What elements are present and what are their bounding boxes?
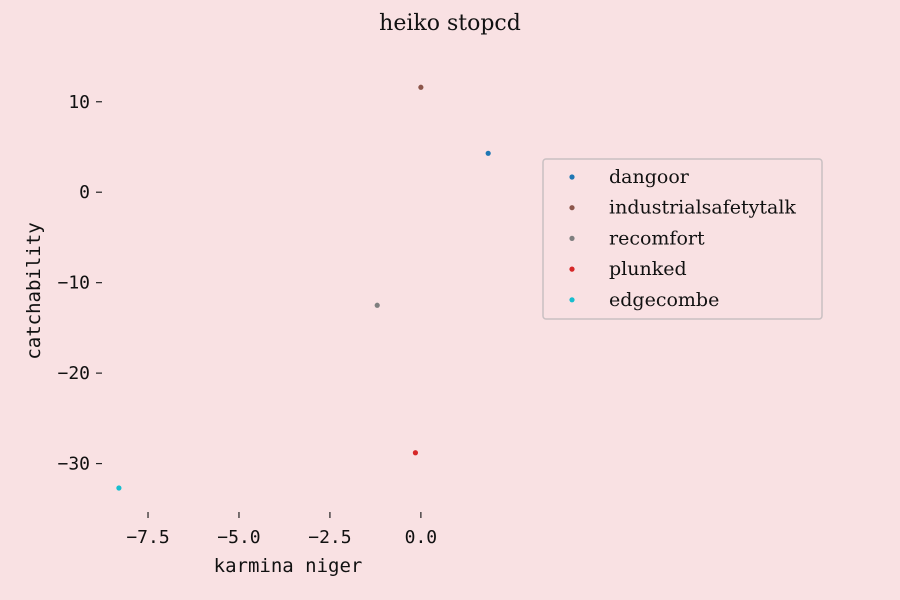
y-axis-label: catchability [23, 222, 45, 359]
x-tick-label: −7.5 [126, 527, 169, 548]
legend: dangoor industrialsafetytalk recomfort plun… [542, 158, 823, 320]
data-point-recomfort [374, 302, 380, 308]
chart-title: heiko stopcd [379, 11, 521, 36]
y-tick-label: −30 [57, 454, 90, 475]
data-point-plunked [412, 450, 419, 456]
y-tick-label: 10 [68, 92, 90, 113]
legend-label-recomfort: recomfort [609, 227, 705, 249]
legend-label-dangoor: dangoor [609, 166, 690, 188]
data-points [116, 84, 491, 491]
y-tick-label: −20 [57, 363, 90, 384]
legend-label-edgecombe: edgecombe [609, 289, 719, 311]
legend-marker-edgecombe [569, 297, 575, 303]
data-point-dangoor [485, 150, 491, 156]
y-axis: 10 0 −10 −20 −30 [57, 92, 102, 475]
legend-marker-plunked [569, 266, 575, 272]
y-tick-label: −10 [57, 273, 90, 294]
legend-box [542, 158, 823, 320]
x-tick-label: 0.0 [405, 527, 438, 548]
data-point-industrialsafetytalk [418, 84, 424, 90]
legend-marker-recomfort [569, 235, 575, 241]
legend-marker-dangoor [569, 174, 575, 180]
legend-label-plunked: plunked [609, 258, 687, 280]
x-axis: −7.5 −5.0 −2.5 0.0 [126, 512, 437, 548]
x-tick-label: −5.0 [217, 527, 260, 548]
legend-marker-industrialsafetytalk [569, 205, 575, 211]
legend-label-industrialsafetytalk: industrialsafetytalk [609, 197, 796, 219]
x-axis-label: karmina niger [214, 555, 363, 577]
data-point-edgecombe [116, 485, 122, 491]
y-tick-label: 0 [79, 182, 90, 203]
x-tick-label: −2.5 [308, 527, 351, 548]
